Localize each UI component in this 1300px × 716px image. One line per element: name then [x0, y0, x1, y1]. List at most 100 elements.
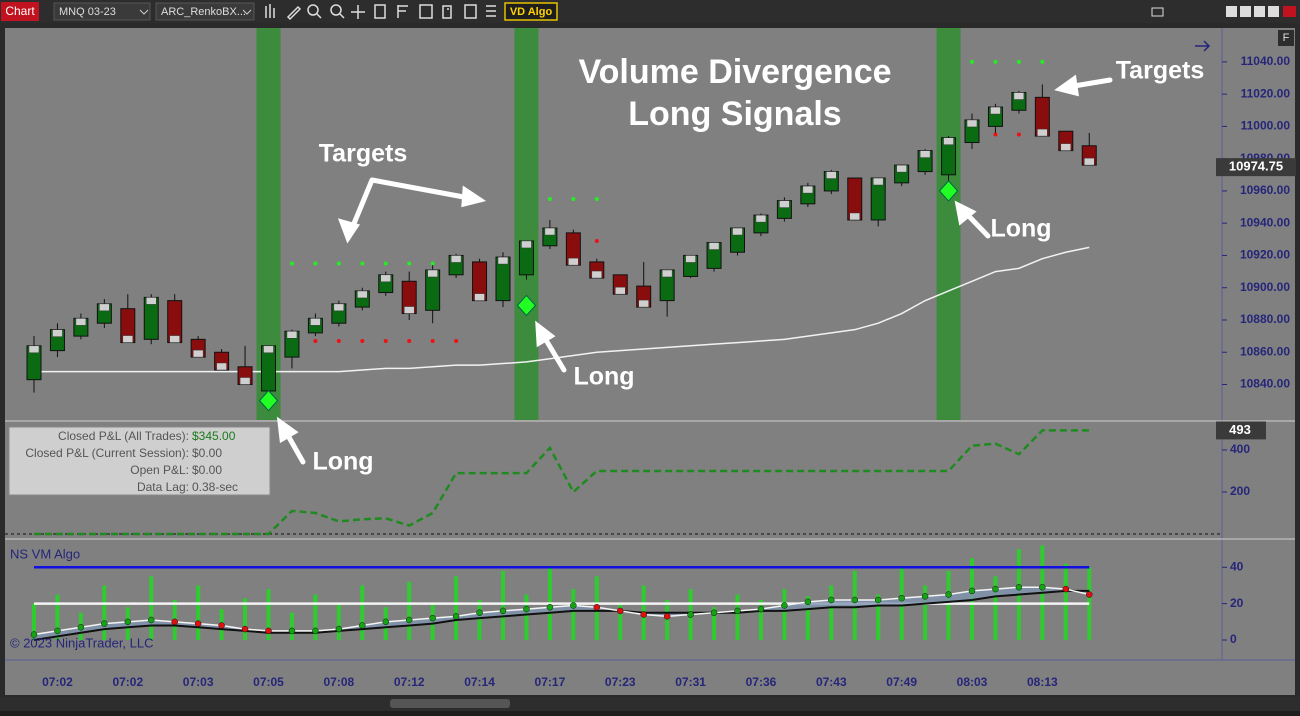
x-tick-label: 07:02	[42, 675, 73, 689]
x-tick-label: 07:03	[183, 675, 214, 689]
oscillator-dot	[828, 596, 835, 604]
candle-inner	[1013, 92, 1025, 100]
window-buttons[interactable]	[1151, 6, 1296, 17]
volume-bar	[32, 603, 36, 640]
vd-algo-button[interactable]	[504, 2, 558, 21]
target-dot	[993, 59, 998, 64]
target-dot	[594, 196, 599, 201]
oscillator-dot	[945, 591, 952, 598]
title-line: Volume Divergence	[578, 53, 891, 91]
long-signal-diamond	[258, 389, 279, 412]
oscillator-dot	[992, 585, 999, 593]
oscillator-dot	[1039, 584, 1046, 591]
x-tick-label: 07:08	[323, 675, 354, 689]
x-tick-label: 07:23	[605, 675, 636, 689]
y-tick-label: 11020.00	[1241, 86, 1291, 100]
pnl-value: $345.00	[192, 429, 236, 443]
oscillator-dot	[476, 609, 483, 616]
candle-inner	[146, 297, 157, 305]
candle-inner	[661, 269, 673, 278]
y-tick-label: 200	[1230, 484, 1250, 498]
target-dot	[547, 196, 552, 201]
candle-inner	[708, 242, 720, 250]
volume-bar	[665, 600, 670, 640]
volume-bar	[946, 570, 951, 640]
oscillator-dot	[77, 624, 85, 631]
annotation: Targets	[1116, 57, 1204, 85]
bar-type-select[interactable]	[155, 2, 255, 21]
target-dot	[360, 261, 365, 266]
last-price-tag	[1216, 158, 1296, 177]
volume-bar	[266, 589, 271, 640]
scrollbar[interactable]	[0, 697, 1300, 711]
y-tick-label: 40	[1230, 559, 1244, 573]
volume-bar	[524, 594, 529, 640]
stop-dot	[360, 338, 365, 343]
oscillator-dot	[546, 604, 554, 611]
oscillator-dot	[663, 613, 671, 620]
candle-inner	[896, 164, 907, 173]
dropdown-arrow	[242, 9, 252, 15]
scroll-thumb[interactable]	[390, 699, 510, 708]
toolbar-icons[interactable]	[265, 4, 496, 21]
volume-bar	[829, 585, 834, 640]
pnl-value: $0.00	[192, 463, 222, 477]
y-tick-label: 11000.00	[1241, 119, 1291, 133]
y-tick-label: 10940.00	[1240, 215, 1290, 229]
scroll-right-arrow[interactable]	[1195, 40, 1211, 52]
data-box-button[interactable]	[1278, 30, 1294, 46]
target-dot	[571, 196, 576, 201]
x-tick-label: 07:43	[816, 675, 847, 689]
volume-bar	[735, 594, 740, 640]
candle-inner	[755, 214, 767, 223]
annotation: Targets	[319, 140, 407, 168]
copyright: © 2023 NinjaTrader, LLC	[10, 635, 154, 650]
target-dot	[430, 261, 435, 266]
long-signal-diamond	[516, 294, 537, 317]
volume-bar	[876, 594, 881, 640]
volume-bar	[712, 607, 717, 640]
candle-inner	[802, 185, 814, 194]
instrument-label: MNQ 03-23	[59, 6, 116, 18]
candle-inner	[357, 290, 368, 299]
volume-bar	[805, 596, 810, 640]
candle-inner	[1084, 157, 1095, 166]
toolbar	[0, 0, 1300, 23]
volume-bar	[243, 598, 248, 640]
oscillator-dot	[452, 613, 460, 620]
oscillator-dot	[124, 618, 132, 626]
pnl-line	[34, 429, 1090, 536]
y-tick-label: 10960.00	[1240, 183, 1290, 197]
plot-layer: 10840.00 10860.00 10880.00 10900.00 10920.00…	[5, 28, 1296, 689]
volume-bar	[1063, 563, 1068, 640]
instrument-select[interactable]	[53, 2, 151, 21]
candle-inner	[286, 331, 298, 339]
x-tick-label: 07:14	[464, 675, 495, 689]
x-tick-label: 07:17	[535, 675, 566, 689]
volume-bar	[477, 600, 482, 640]
candle-inner	[310, 318, 321, 326]
target-dot	[336, 261, 341, 266]
oscillator-dot	[593, 604, 601, 611]
oscillator-dot	[1086, 591, 1093, 598]
pnl-last-tag	[1216, 421, 1266, 440]
pnl-label: Open P&L:	[130, 463, 189, 477]
volume-bar	[782, 589, 787, 640]
stop-dot	[594, 238, 599, 243]
stop-dot	[430, 338, 435, 343]
volume-bar	[571, 589, 576, 640]
volume-bar	[196, 585, 201, 640]
y-tick-label: 400	[1230, 442, 1250, 456]
oscillator-dot	[898, 594, 905, 602]
y-tick-label: 0	[1230, 632, 1237, 646]
target-dot	[1040, 59, 1045, 64]
oscillator-dot	[734, 607, 741, 615]
chart-tab[interactable]	[1, 2, 39, 21]
target-dot	[407, 261, 412, 266]
bar-type-label: ARC_RenkoBX...	[161, 6, 246, 18]
oscillator-dot	[757, 605, 765, 613]
x-tick-label: 07:05	[253, 675, 284, 689]
oscillator-dot	[218, 622, 225, 629]
pnl-label: Closed P&L (Current Session):	[25, 446, 189, 460]
